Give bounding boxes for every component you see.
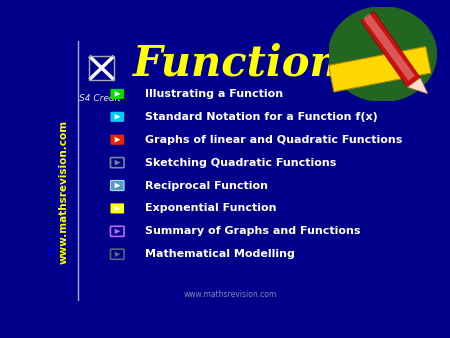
Bar: [90, 56, 114, 80]
FancyBboxPatch shape: [111, 203, 124, 214]
Polygon shape: [363, 14, 415, 80]
Text: Standard Notation for a Function f(x): Standard Notation for a Function f(x): [145, 112, 378, 122]
Polygon shape: [115, 183, 121, 188]
FancyBboxPatch shape: [111, 135, 124, 145]
FancyBboxPatch shape: [111, 89, 124, 99]
Text: Functions: Functions: [132, 43, 364, 85]
Polygon shape: [115, 114, 121, 120]
Polygon shape: [115, 160, 121, 165]
Polygon shape: [407, 78, 428, 94]
Polygon shape: [115, 228, 121, 234]
Polygon shape: [115, 251, 121, 257]
Text: Sketching Quadratic Functions: Sketching Quadratic Functions: [145, 158, 337, 168]
FancyBboxPatch shape: [111, 112, 124, 122]
Text: S4 Credit: S4 Credit: [79, 94, 121, 103]
FancyBboxPatch shape: [111, 180, 124, 191]
Text: www.mathsrevision.com: www.mathsrevision.com: [184, 290, 277, 299]
Polygon shape: [115, 206, 121, 211]
FancyBboxPatch shape: [111, 249, 124, 259]
Text: Reciprocal Function: Reciprocal Function: [145, 180, 268, 191]
Polygon shape: [115, 91, 121, 97]
Text: Mathematical Modelling: Mathematical Modelling: [145, 249, 295, 259]
FancyBboxPatch shape: [111, 226, 124, 236]
Ellipse shape: [328, 7, 436, 101]
Polygon shape: [115, 137, 121, 143]
Text: Illustrating a Function: Illustrating a Function: [145, 89, 284, 99]
Text: www.mathsrevision.com: www.mathsrevision.com: [59, 119, 69, 264]
Text: Exponential Function: Exponential Function: [145, 203, 277, 213]
Text: Graphs of linear and Quadratic Functions: Graphs of linear and Quadratic Functions: [145, 135, 403, 145]
Polygon shape: [361, 11, 420, 87]
FancyBboxPatch shape: [111, 158, 124, 168]
Text: Summary of Graphs and Functions: Summary of Graphs and Functions: [145, 226, 361, 236]
Polygon shape: [328, 47, 431, 92]
